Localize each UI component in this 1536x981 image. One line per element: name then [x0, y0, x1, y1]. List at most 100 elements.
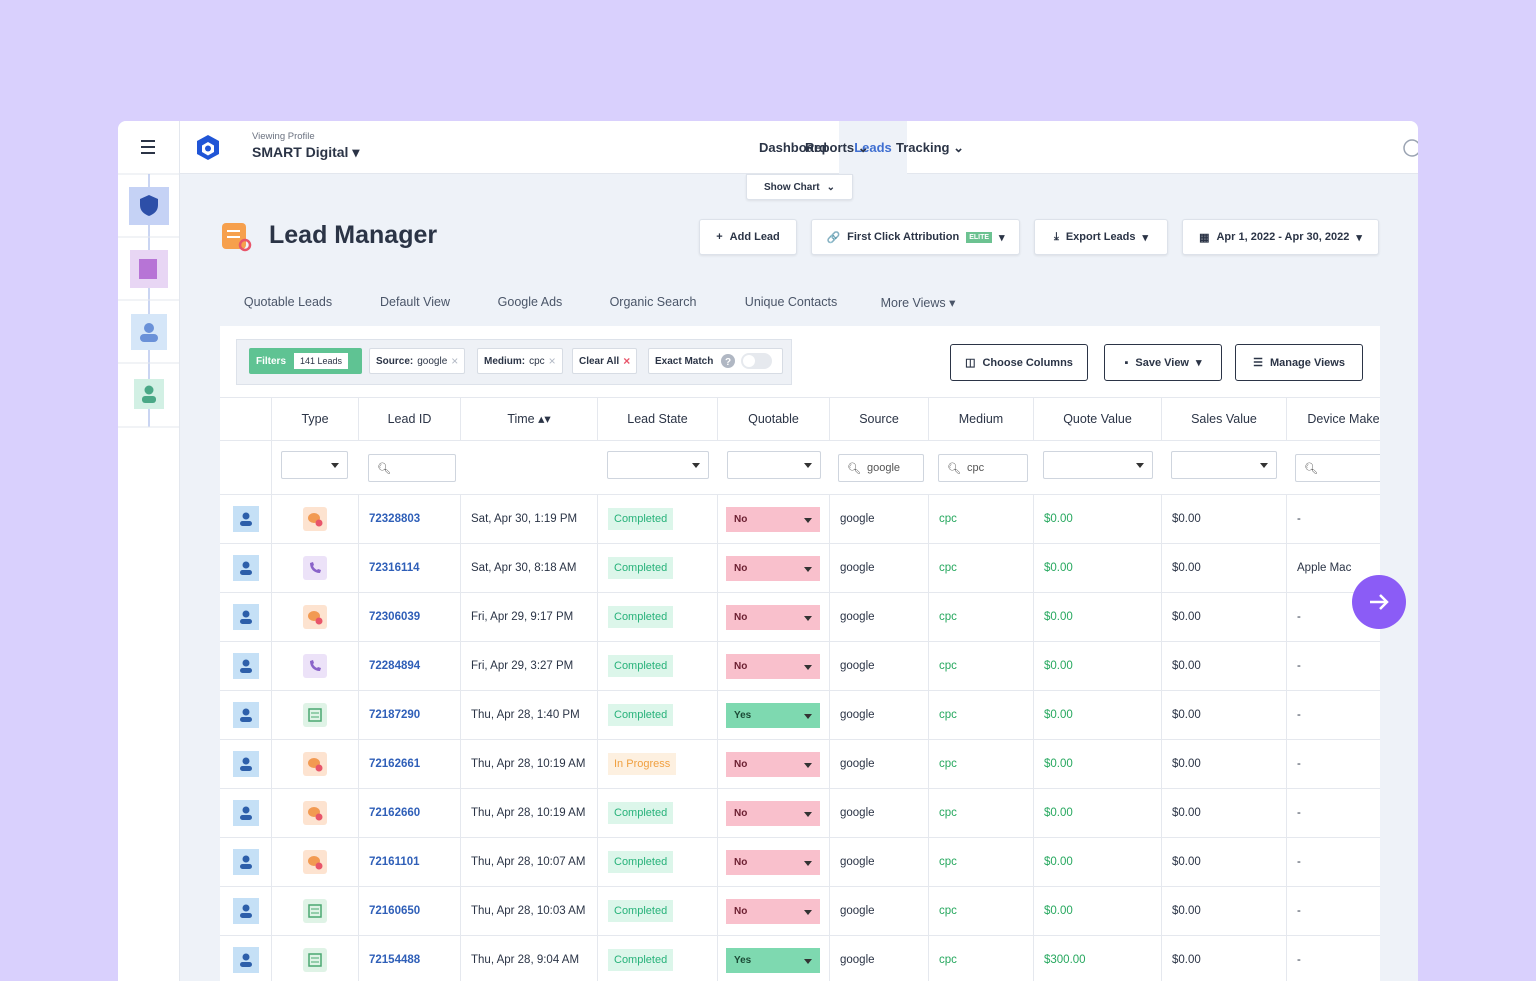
view-tab[interactable]: Quotable Leads [243, 295, 333, 309]
column-header[interactable]: Medium [928, 398, 1033, 440]
column-header[interactable]: Lead ID [358, 398, 460, 440]
row-select[interactable] [220, 935, 271, 981]
sidebar-icons [118, 140, 180, 428]
quotable-select[interactable]: Yes [726, 702, 820, 728]
manage-views[interactable]: ☰ Manage Views [1235, 344, 1363, 381]
quotable-select[interactable]: No [726, 849, 820, 875]
row-select[interactable] [220, 494, 271, 543]
view-tab[interactable]: Unique Contacts [744, 295, 838, 309]
column-header[interactable]: Quotable [717, 398, 829, 440]
filter-dropdown[interactable] [281, 451, 348, 479]
: $0.00 [1172, 954, 1201, 966]
table-cell: 72161101 [358, 837, 460, 886]
filter-search[interactable]: 🔍︎ [368, 454, 456, 482]
choose-columns[interactable]: ◫ Choose Columns [950, 344, 1088, 381]
show-chart-button[interactable]: Show Chart ⌄ [746, 174, 853, 200]
lead-id[interactable]: 72328803 [369, 513, 421, 525]
nav-link[interactable]: Reports ⌄ [805, 140, 869, 155]
time: Thu, Apr 28, 10:19 AM [471, 807, 586, 819]
lead-state: Completed [608, 557, 674, 579]
profile-label: Viewing Profile [252, 131, 315, 142]
save-view[interactable]: ▪ Save View ▾ [1104, 344, 1222, 381]
chip-value: cpc [529, 355, 545, 367]
quotable-select[interactable]: No [726, 751, 820, 777]
filters-chip[interactable]: Filters 141 Leads [249, 348, 362, 374]
filter-dropdown[interactable] [727, 451, 821, 479]
type-cell [271, 837, 358, 886]
filter-dropdown[interactable] [1171, 451, 1277, 479]
view-tab[interactable]: Default View [380, 295, 450, 309]
row-select[interactable] [220, 641, 271, 690]
lead-id[interactable]: 72162661 [369, 758, 421, 770]
date-range-button[interactable]: ▦ Apr 1, 2022 - Apr 30, 2022 ▾ [1182, 219, 1379, 255]
row-select[interactable] [220, 592, 271, 641]
view-tab[interactable]: Google Ads [497, 295, 563, 309]
column-header[interactable]: Time ▴▾ [460, 398, 597, 440]
quotable-select[interactable]: No [726, 555, 820, 581]
column-header[interactable]: Lead State [597, 398, 717, 440]
quotable-select[interactable]: No [726, 653, 820, 679]
: $0.00 [1172, 562, 1201, 574]
nav-link[interactable]: Dashboard [759, 140, 827, 155]
lead-id[interactable]: 72154488 [369, 954, 421, 966]
filter-dropdown[interactable] [607, 451, 709, 479]
table-border [220, 397, 1380, 398]
lead-id[interactable]: 72160650 [369, 905, 421, 917]
source: google [840, 758, 875, 770]
table-cell: 72154488 [358, 935, 460, 981]
quotable-select[interactable]: No [726, 506, 820, 532]
clear-all[interactable]: Clear All × [572, 348, 638, 374]
scroll-right-button[interactable] [1351, 574, 1407, 630]
table-cell: Sat, Apr 30, 1:19 PM [460, 494, 597, 543]
column-header[interactable]: Sales Value [1161, 398, 1286, 440]
nav-link[interactable]: Tracking ⌄ [896, 140, 964, 155]
filter-chip[interactable]: Medium: cpc × [477, 348, 563, 374]
lead-id[interactable]: 72187290 [369, 709, 421, 721]
quotable-select[interactable]: No [726, 800, 820, 826]
table-cell: Completed [597, 935, 717, 981]
quotable-select[interactable]: No [726, 604, 820, 630]
view-tab[interactable]: More Views ▾ [880, 296, 956, 310]
view-tab[interactable]: Organic Search [609, 295, 697, 309]
table-cell: cpc [928, 739, 1033, 788]
filter-chip[interactable]: Source: google × [369, 348, 466, 374]
attribution-button[interactable]: 🔗 First Click Attribution ELITE ▾ [811, 219, 1020, 255]
profile-name[interactable]: SMART Digital ▾ [252, 144, 360, 160]
column-header[interactable]: Source [829, 398, 928, 440]
filter-dropdown[interactable] [1043, 451, 1153, 479]
contact-icon [232, 849, 259, 875]
table-cell: - [1286, 886, 1380, 935]
filter-search[interactable]: 🔍︎ google [838, 454, 924, 482]
table-cell: 72160650 [358, 886, 460, 935]
exact-match[interactable]: Exact Match? [648, 348, 783, 374]
quotable-select[interactable]: Yes [726, 947, 820, 973]
add-lead-button[interactable]: + Add Lead [699, 219, 797, 255]
lead-id[interactable]: 72161101 [369, 856, 420, 868]
quotable-select[interactable]: No [726, 898, 820, 924]
chip-key: Medium: [484, 355, 526, 367]
table-cell: No [717, 886, 829, 935]
lead-id[interactable]: 72306039 [369, 611, 421, 623]
column-header[interactable]: Quote Value [1033, 398, 1161, 440]
table-cell: $0.00 [1033, 788, 1161, 837]
row-select[interactable] [220, 788, 271, 837]
column-header[interactable]: Type [271, 398, 358, 440]
row-select[interactable] [220, 739, 271, 788]
row-select[interactable] [220, 690, 271, 739]
time: Sat, Apr 30, 1:19 PM [471, 513, 578, 525]
export-button[interactable]: ⤓ Export Leads ▾ [1034, 219, 1168, 255]
nav-link-active[interactable]: Leads [839, 121, 907, 174]
lead-id[interactable]: 72284894 [369, 660, 421, 672]
filter-search[interactable]: 🔍︎ cpc [938, 454, 1028, 482]
table-cell: No [717, 494, 829, 543]
row-select[interactable] [220, 543, 271, 592]
filter-search[interactable]: 🔍︎ [1295, 454, 1380, 482]
column-header[interactable]: Device Make [1286, 398, 1380, 440]
lead-id[interactable]: 72316114 [369, 562, 420, 574]
lead-id[interactable]: 72162660 [369, 807, 421, 819]
button-text: Add Lead [729, 231, 780, 243]
row-select[interactable] [220, 886, 271, 935]
row-select[interactable] [220, 837, 271, 886]
table-cell: Sat, Apr 30, 8:18 AM [460, 543, 597, 592]
table-cell: cpc [928, 935, 1033, 981]
